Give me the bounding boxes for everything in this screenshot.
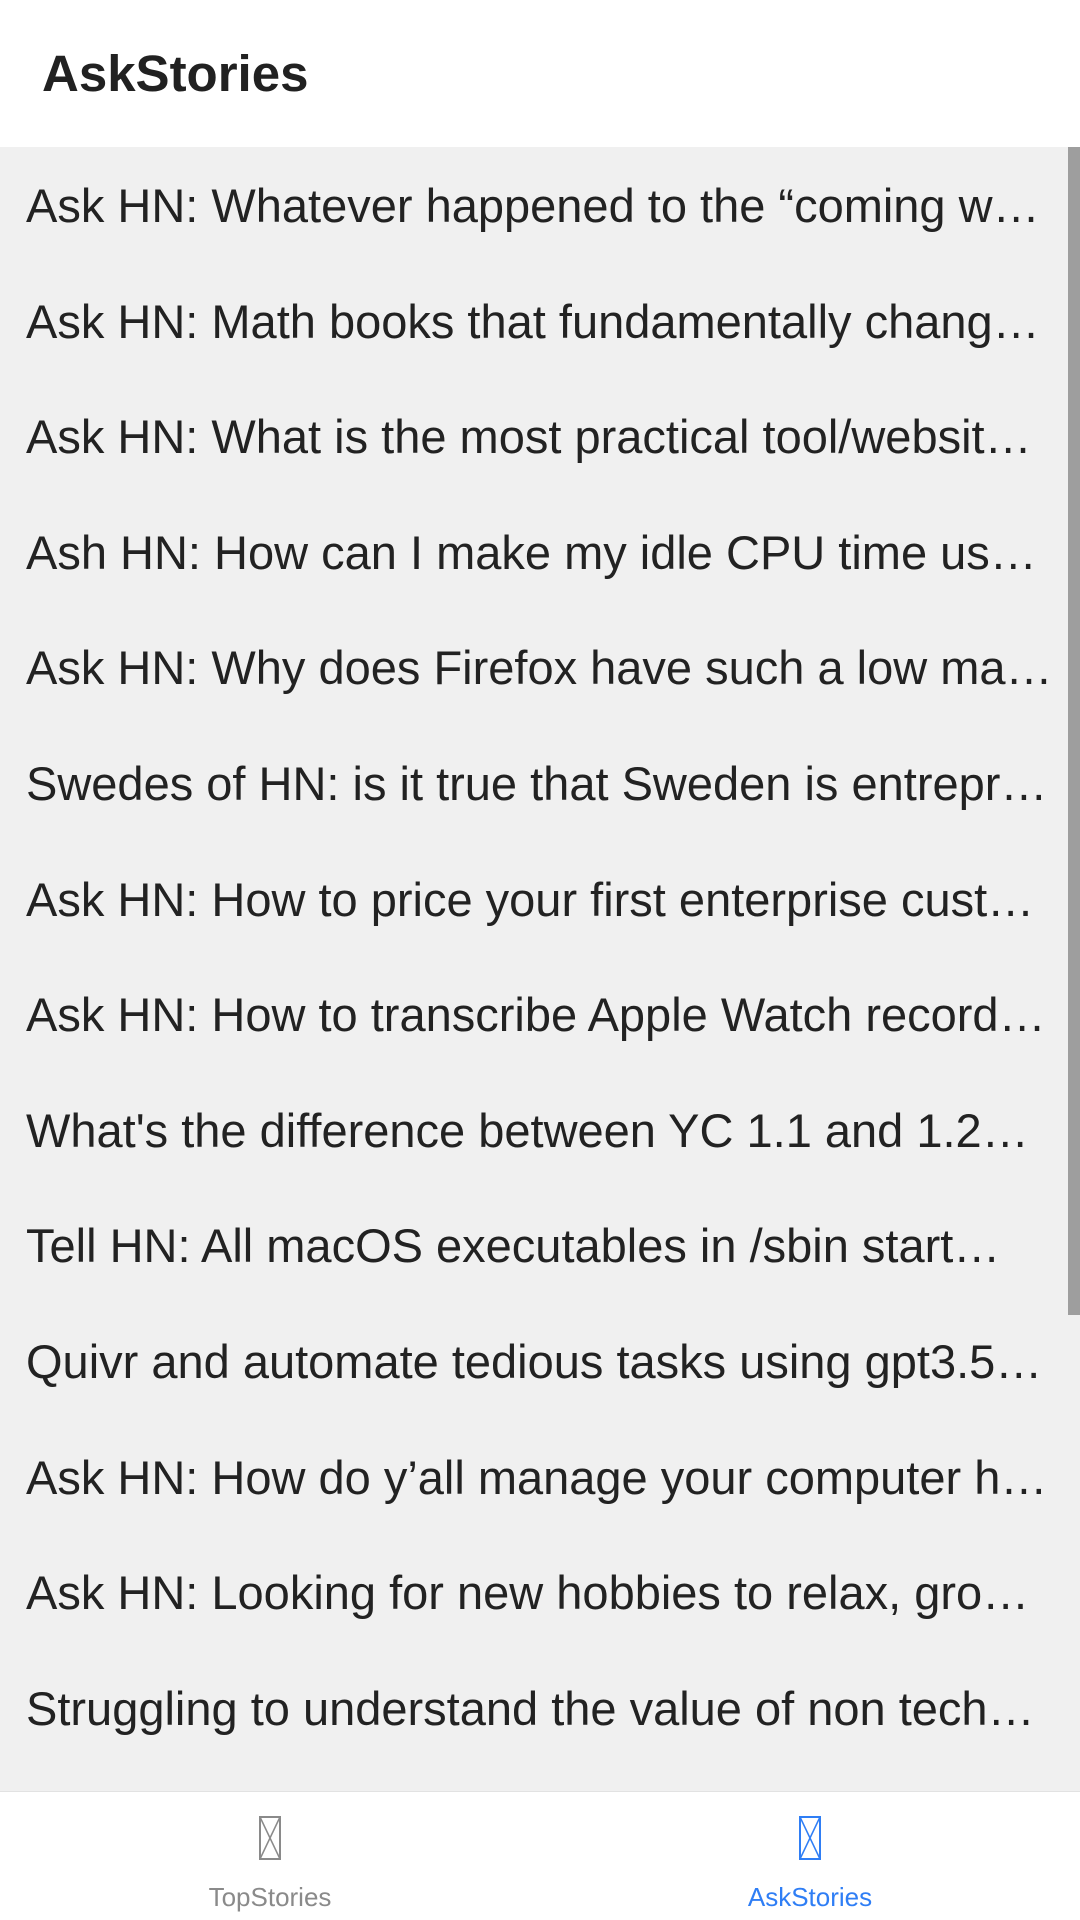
tab-askstories[interactable]: AskStories bbox=[540, 1792, 1080, 1920]
story-title: Ask HN: How do y’all manage your compute… bbox=[26, 1450, 1048, 1504]
tab-topstories[interactable]: TopStories bbox=[0, 1792, 540, 1920]
story-item[interactable]: Ask HN: Math books that fundamentally ch… bbox=[0, 263, 1055, 379]
story-item[interactable]: Ask HN: How to price your first enterpri… bbox=[0, 841, 1055, 957]
story-item[interactable]: Tell HN: All macOS executables in /sbin … bbox=[0, 1187, 1055, 1303]
story-item[interactable]: Ash HN: How can I make my idle CPU time … bbox=[0, 494, 1055, 610]
story-item[interactable]: What's the difference between YC 1.1 and… bbox=[0, 1072, 1055, 1188]
story-title: Ask HN: Why does Firefox have such a low… bbox=[26, 641, 1055, 695]
story-item[interactable]: Ask HN: Whatever happened to the “coming… bbox=[0, 147, 1055, 263]
app-header: AskStories bbox=[0, 0, 1080, 147]
story-item[interactable]: Ask HN: How to transcribe Apple Watch re… bbox=[0, 956, 1055, 1072]
missing-glyph-icon bbox=[259, 1816, 281, 1860]
story-item[interactable]: Struggling to understand the value of no… bbox=[0, 1650, 1055, 1766]
bottom-tab-bar: TopStories AskStories bbox=[0, 1791, 1080, 1920]
story-title: Ash HN: How can I make my idle CPU time … bbox=[26, 525, 1055, 579]
story-title: Ask HN: How to transcribe Apple Watch re… bbox=[26, 988, 1055, 1042]
story-item[interactable]: Ask HN: Looking for new hobbies to relax… bbox=[0, 1534, 1055, 1650]
tab-label: TopStories bbox=[208, 1882, 332, 1912]
story-title: Ask HN: Math books that fundamentally ch… bbox=[26, 294, 1040, 348]
story-title: Swedes of HN: is it true that Sweden is … bbox=[26, 756, 1048, 810]
story-list[interactable]: Ask HN: Whatever happened to the “coming… bbox=[0, 147, 1080, 1791]
story-item[interactable]: Ask HN: How do y’all manage your compute… bbox=[0, 1419, 1055, 1535]
story-item[interactable]: Swedes of HN: is it true that Sweden is … bbox=[0, 725, 1055, 841]
story-title: Ask HN: Whatever happened to the “coming… bbox=[26, 179, 1055, 232]
story-title: Ask HN: How to price your first enterpri… bbox=[26, 872, 1035, 926]
page-title: AskStories bbox=[42, 45, 309, 102]
story-title: What's the difference between YC 1.1 and… bbox=[26, 1103, 1029, 1157]
story-title: Ask HN: What is the most practical tool/… bbox=[26, 410, 1032, 464]
story-title: Struggling to understand the value of no… bbox=[26, 1681, 1035, 1735]
missing-glyph-icon bbox=[799, 1816, 821, 1860]
story-item[interactable]: Quivr and automate tedious tasks using g… bbox=[0, 1303, 1055, 1419]
scrollbar-thumb[interactable] bbox=[1068, 147, 1080, 1315]
story-item[interactable]: Ask HN: What is the most practical tool/… bbox=[0, 378, 1055, 494]
tab-label: AskStories bbox=[747, 1882, 873, 1912]
story-title: Ask HN: Looking for new hobbies to relax… bbox=[26, 1566, 1055, 1620]
story-title: Tell HN: All macOS executables in /sbin … bbox=[26, 1219, 1001, 1273]
story-item[interactable]: Ask HN: Why does Firefox have such a low… bbox=[0, 609, 1055, 725]
story-title: Quivr and automate tedious tasks using g… bbox=[26, 1334, 1043, 1388]
